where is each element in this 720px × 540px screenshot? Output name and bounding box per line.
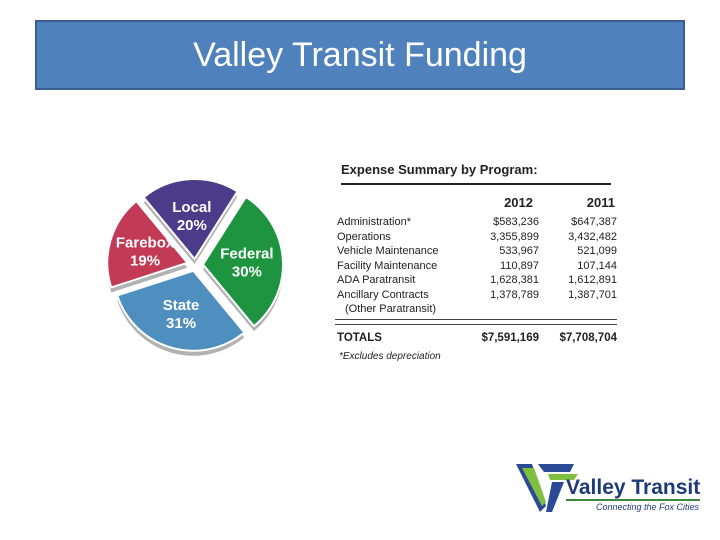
expense-summary-table: Expense Summary by Program: 2012 2011 Ad… — [335, 162, 625, 362]
row-label: Ancillary Contracts — [337, 288, 429, 301]
title-bar: Valley Transit Funding — [35, 20, 685, 90]
slice-label-farebox: Farebox — [116, 234, 175, 251]
row-2011: 1,612,891 — [568, 274, 617, 286]
row-2011: 521,099 — [577, 245, 617, 257]
row-2011: 107,144 — [577, 259, 617, 272]
pie-slice-local — [142, 178, 239, 261]
header-2012: 2012 — [504, 195, 533, 210]
pie-slice-federal — [201, 195, 284, 328]
totals-row: TOTALS $7,591,169 $7,708,704 — [335, 331, 625, 346]
row-label: Vehicle Maintenance — [337, 245, 439, 257]
table-row: (Other Paratransit) — [335, 302, 625, 317]
logo-tagline: Connecting the Fox Cities — [596, 502, 700, 512]
table-rows: Administration* $583,236 $647,387 Operation… — [335, 215, 625, 317]
totals-2012: $7,591,169 — [481, 331, 539, 344]
row-label: ADA Paratransit — [337, 274, 416, 286]
row-2012: $583,236 — [493, 216, 539, 228]
pie-slice-state — [115, 269, 246, 352]
table-row: Operations 3,355,899 3,432,482 — [335, 230, 625, 245]
row-label: Operations — [337, 230, 391, 243]
row-2012: 1,628,381 — [490, 274, 539, 286]
table-row: Ancillary Contracts 1,378,789 1,387,701 — [335, 288, 625, 303]
totals-2011: $7,708,704 — [559, 331, 617, 344]
row-2012: 1,378,789 — [490, 288, 539, 301]
slice-label-federal: Federal — [220, 246, 273, 263]
logo-name: Valley Transit — [566, 476, 701, 499]
table-row: Facility Maintenance 110,897 107,144 — [335, 259, 625, 274]
row-2012: 533,967 — [499, 245, 539, 257]
slice-label-local: Local — [172, 199, 211, 216]
table-row: Vehicle Maintenance 533,967 521,099 — [335, 244, 625, 259]
slice-value-farebox: 19% — [130, 252, 160, 269]
row-label: Administration* — [337, 216, 411, 228]
row-2012: 110,897 — [500, 259, 539, 272]
valley-transit-logo-icon — [516, 464, 578, 512]
slice-value-local: 20% — [177, 217, 207, 234]
table-note: *Excludes depreciation — [339, 351, 441, 362]
slice-value-state: 31% — [166, 315, 196, 332]
row-2011: $647,387 — [571, 216, 617, 228]
logo-underline — [566, 499, 700, 501]
totals-label: TOTALS — [337, 331, 382, 344]
table-heading: Expense Summary by Program: — [341, 162, 538, 177]
row-label: (Other Paratransit) — [345, 303, 437, 315]
header-2011: 2011 — [586, 195, 615, 210]
slice-label-state: State — [163, 297, 200, 314]
slice-value-federal: 30% — [232, 264, 262, 281]
page-title: Valley Transit Funding — [193, 35, 527, 74]
table-row: ADA Paratransit 1,628,381 1,612,891 — [335, 273, 625, 288]
row-2011: 3,432,482 — [568, 230, 617, 243]
table-header-row: 2012 2011 — [335, 195, 625, 215]
row-label: Facility Maintenance — [337, 259, 438, 272]
totals-rule — [335, 318, 617, 325]
row-2011: 1,387,701 — [568, 288, 617, 301]
row-2012: 3,355,899 — [490, 230, 539, 243]
table-row: Administration* $583,236 $647,387 — [335, 215, 625, 230]
pie-slice-farebox — [106, 199, 190, 289]
heading-rule — [341, 183, 611, 185]
